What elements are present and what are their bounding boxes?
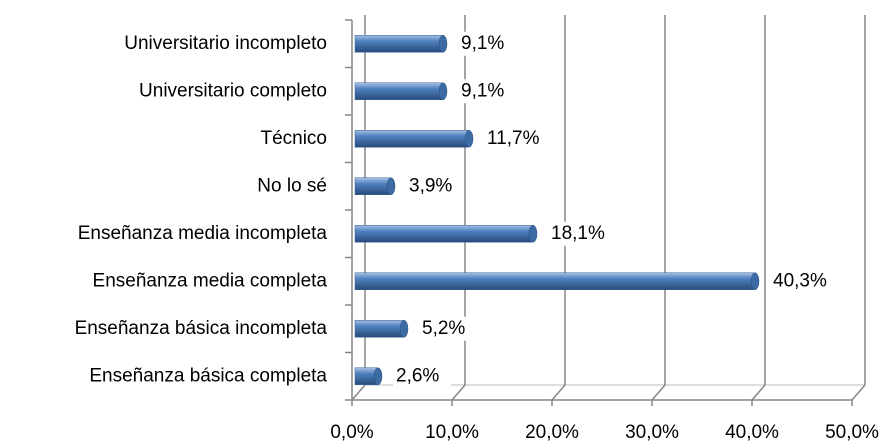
bar bbox=[354, 130, 470, 148]
value-label: 9,1% bbox=[461, 33, 504, 54]
x-tick-label: 50,0% bbox=[825, 422, 879, 443]
y-tick-label: Enseñanza media completa bbox=[93, 270, 328, 291]
bar-cap bbox=[373, 367, 383, 385]
x-tick-label: 20,0% bbox=[525, 422, 579, 443]
value-label: 9,1% bbox=[461, 80, 504, 101]
value-label-bg bbox=[484, 126, 542, 151]
y-tick-label: Enseñanza básica completa bbox=[89, 365, 327, 386]
bar bbox=[354, 320, 405, 338]
bar-cap bbox=[386, 177, 396, 195]
bar-cap bbox=[464, 130, 474, 148]
x-tick-label: 0,0% bbox=[330, 422, 373, 443]
marks bbox=[354, 31, 828, 389]
value-label: 3,9% bbox=[409, 175, 452, 196]
grid-line-floor bbox=[451, 384, 466, 401]
value-label-bg bbox=[419, 316, 477, 341]
bar-cap bbox=[438, 35, 448, 53]
bar-cap bbox=[438, 82, 448, 100]
value-label: 5,2% bbox=[422, 318, 465, 339]
x-tick-label: 30,0% bbox=[625, 422, 679, 443]
bar bbox=[354, 177, 392, 195]
y-tick-label: No lo sé bbox=[257, 175, 327, 196]
value-label-bg bbox=[770, 269, 828, 294]
bar bbox=[354, 82, 444, 100]
y-tick-label: Universitario completo bbox=[139, 80, 327, 101]
value-label-bg bbox=[393, 364, 451, 389]
value-label-bg bbox=[548, 221, 606, 246]
y-tick-label: Enseñanza media incompleta bbox=[78, 223, 328, 244]
y-tick-label: Universitario incompleto bbox=[124, 33, 327, 54]
value-label: 40,3% bbox=[773, 270, 827, 291]
value-label: 2,6% bbox=[396, 365, 439, 386]
y-tick-label: Técnico bbox=[260, 128, 327, 149]
bar bbox=[354, 35, 444, 53]
grid-line-floor bbox=[851, 384, 866, 401]
bar-cap bbox=[399, 320, 409, 338]
value-label-bg bbox=[406, 174, 464, 199]
value-label-bg bbox=[458, 31, 516, 56]
bar-cap bbox=[528, 225, 538, 243]
y-tick-label: Enseñanza básica incompleta bbox=[75, 318, 328, 339]
grid-line-floor bbox=[551, 384, 566, 401]
value-label: 11,7% bbox=[487, 128, 540, 149]
bar bbox=[354, 272, 756, 290]
x-tick-label: 10,0% bbox=[425, 422, 479, 443]
value-label-bg bbox=[458, 79, 516, 104]
value-label: 18,1% bbox=[551, 223, 605, 244]
grid-line-floor bbox=[751, 384, 766, 401]
bar bbox=[354, 225, 534, 243]
bar-cap bbox=[750, 272, 760, 290]
grid-line-floor bbox=[651, 384, 666, 401]
grid-line-floor bbox=[351, 384, 366, 401]
grid bbox=[345, 15, 866, 406]
x-tick-label: 40,0% bbox=[725, 422, 779, 443]
